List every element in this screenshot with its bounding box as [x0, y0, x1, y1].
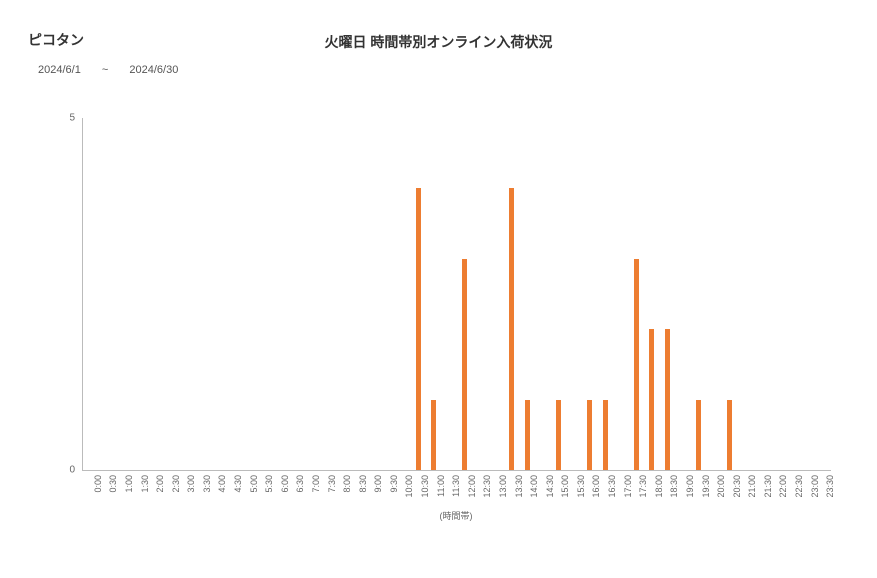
x-tick: 14:30: [545, 475, 555, 498]
date-start: 2024/6/1: [38, 64, 81, 76]
y-tick: 5: [55, 113, 75, 124]
x-tick: 7:00: [311, 475, 321, 493]
x-tick: 18:30: [669, 475, 679, 498]
bar: [416, 188, 421, 470]
bar: [634, 259, 639, 470]
chart: 05 0:00 0:30 1:00 1:30 2:00 2:30 3:00 3:30 4:00 4…: [60, 118, 830, 522]
x-tick: 21:00: [747, 475, 757, 498]
x-tick: 8:30: [358, 475, 368, 493]
x-tick: 2:00: [155, 475, 165, 493]
bar: [509, 188, 514, 470]
bar: [603, 400, 608, 470]
bar: [462, 259, 467, 470]
x-tick: 6:30: [295, 475, 305, 493]
x-tick: 14:00: [529, 475, 539, 498]
x-tick: 22:00: [778, 475, 788, 498]
x-tick: 2:30: [171, 475, 181, 493]
x-tick: 13:00: [498, 475, 508, 498]
x-tick: 5:30: [264, 475, 274, 493]
x-tick: 20:00: [716, 475, 726, 498]
x-tick: 21:30: [763, 475, 773, 498]
x-axis-label: (時間帯): [82, 509, 830, 522]
x-tick: 20:30: [732, 475, 742, 498]
x-tick: 5:00: [249, 475, 259, 493]
date-range: 2024/6/1 ~ 2024/6/30: [28, 64, 849, 76]
x-tick: 19:00: [685, 475, 695, 498]
bar: [696, 400, 701, 470]
x-axis-ticks: 0:00 0:30 1:00 1:30 2:00 2:30 3:00 3:30 4:00 4:30…: [82, 471, 830, 507]
x-tick: 17:00: [623, 475, 633, 498]
x-tick: 7:30: [327, 475, 337, 493]
x-tick: 13:30: [514, 475, 524, 498]
bar: [556, 400, 561, 470]
x-tick: 23:30: [825, 475, 835, 498]
y-tick: 0: [55, 465, 75, 476]
bar: [649, 329, 654, 470]
bar: [727, 400, 732, 470]
x-tick: 15:30: [576, 475, 586, 498]
x-tick: 3:30: [202, 475, 212, 493]
x-tick: 11:00: [436, 475, 446, 497]
plot-area: 05: [82, 118, 831, 471]
date-end: 2024/6/30: [129, 64, 178, 76]
bar: [525, 400, 530, 470]
x-tick: 23:00: [810, 475, 820, 498]
x-tick: 9:00: [373, 475, 383, 493]
x-tick: 22:30: [794, 475, 804, 498]
x-tick: 1:00: [124, 475, 134, 493]
bar: [431, 400, 436, 470]
x-tick: 8:00: [342, 475, 352, 493]
x-tick: 12:00: [467, 475, 477, 498]
x-tick: 11:30: [451, 475, 461, 497]
x-tick: 10:00: [404, 475, 414, 498]
x-tick: 0:30: [108, 475, 118, 493]
x-tick: 18:00: [654, 475, 664, 498]
x-tick: 0:00: [93, 475, 103, 493]
chart-title: 火曜日 時間帯別オンライン入荷状況: [0, 32, 877, 52]
bar: [665, 329, 670, 470]
x-tick: 19:30: [701, 475, 711, 498]
x-tick: 1:30: [140, 475, 150, 493]
x-tick: 3:00: [186, 475, 196, 493]
x-tick: 12:30: [482, 475, 492, 498]
x-tick: 6:00: [280, 475, 290, 493]
bar: [587, 400, 592, 470]
x-tick: 4:30: [233, 475, 243, 493]
date-separator: ~: [102, 64, 108, 76]
x-tick: 16:30: [607, 475, 617, 498]
x-tick: 16:00: [591, 475, 601, 498]
x-tick: 4:00: [217, 475, 227, 493]
x-tick: 17:30: [638, 475, 648, 498]
x-tick: 15:00: [560, 475, 570, 498]
x-tick: 9:30: [389, 475, 399, 493]
x-tick: 10:30: [420, 475, 430, 498]
